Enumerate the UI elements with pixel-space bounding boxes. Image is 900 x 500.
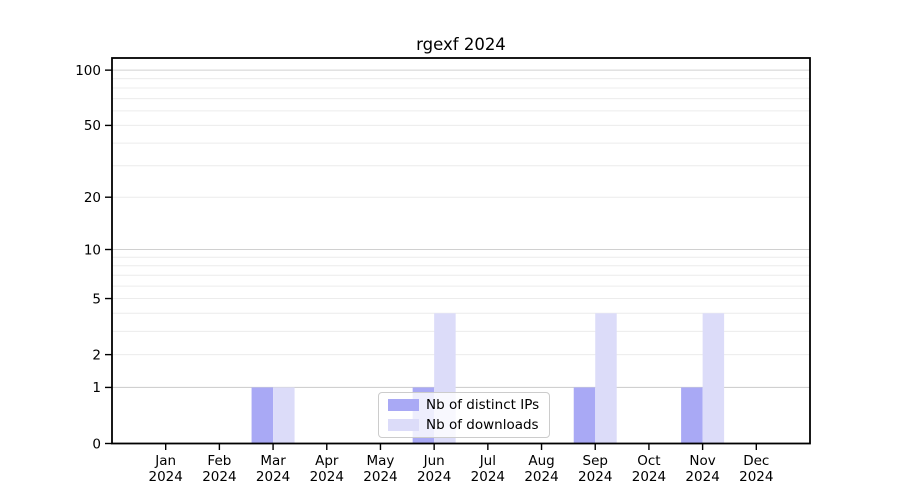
x-tick-month-label: Nov	[689, 453, 715, 469]
chart-title: rgexf 2024	[416, 35, 506, 54]
x-tick-year-label: 2024	[256, 469, 290, 485]
x-tick-month-label: Aug	[528, 453, 554, 469]
x-tick-year-label: 2024	[739, 469, 773, 485]
legend-swatch-icon	[388, 398, 419, 412]
x-tick-month-label: Jan	[154, 453, 176, 469]
y-tick-label: 50	[84, 118, 101, 134]
legend-label: Nb of downloads	[426, 417, 539, 433]
bar-nb-of-distinct-ips-mar	[251, 387, 274, 444]
x-tick-month-label: Apr	[315, 453, 339, 469]
y-tick-label: 100	[75, 63, 101, 79]
x-tick-year-label: 2024	[202, 469, 236, 485]
x-tick-month-label: Jul	[479, 453, 496, 469]
x-tick-year-label: 2024	[524, 469, 558, 485]
y-tick-label: 0	[92, 436, 101, 452]
x-axis: Jan2024Feb2024Mar2024Apr2024May2024Jun20…	[149, 443, 773, 485]
x-tick-month-label: Dec	[743, 453, 769, 469]
y-axis: 0 1 2 5 10 20 50 100	[75, 63, 112, 452]
bar-nb-of-downloads-sep	[595, 313, 617, 444]
y-tick-label: 20	[84, 190, 101, 206]
bar-nb-of-distinct-ips-nov	[681, 387, 703, 444]
gridlines	[112, 69, 810, 388]
y-tick-label: 1	[92, 380, 101, 396]
y-tick-label: 5	[92, 291, 101, 307]
x-tick-month-label: Oct	[637, 453, 660, 469]
x-tick-year-label: 2024	[632, 469, 666, 485]
x-tick-year-label: 2024	[685, 469, 719, 485]
x-tick-year-label: 2024	[310, 469, 344, 485]
y-tick-label: 10	[84, 242, 101, 258]
x-tick-year-label: 2024	[417, 469, 451, 485]
x-tick-year-label: 2024	[363, 469, 397, 485]
bar-nb-of-downloads-nov	[702, 313, 725, 444]
legend-swatch-icon	[388, 418, 419, 432]
x-tick-month-label: Sep	[583, 453, 608, 469]
x-tick-month-label: May	[367, 453, 395, 469]
bar-nb-of-distinct-ips-sep	[573, 387, 596, 444]
y-tick-label: 2	[92, 347, 101, 363]
legend: Nb of distinct IPs Nb of downloads	[378, 392, 550, 438]
x-tick-year-label: 2024	[149, 469, 183, 485]
legend-label: Nb of distinct IPs	[426, 397, 540, 413]
x-tick-year-label: 2024	[578, 469, 612, 485]
x-tick-month-label: Jun	[423, 453, 445, 469]
legend-item: Nb of downloads	[388, 415, 541, 435]
legend-item: Nb of distinct IPs	[388, 395, 541, 415]
x-tick-month-label: Mar	[260, 453, 286, 469]
x-tick-month-label: Feb	[207, 453, 231, 469]
plot-border	[111, 57, 811, 445]
bar-nb-of-downloads-mar	[273, 387, 295, 444]
x-tick-year-label: 2024	[471, 469, 505, 485]
